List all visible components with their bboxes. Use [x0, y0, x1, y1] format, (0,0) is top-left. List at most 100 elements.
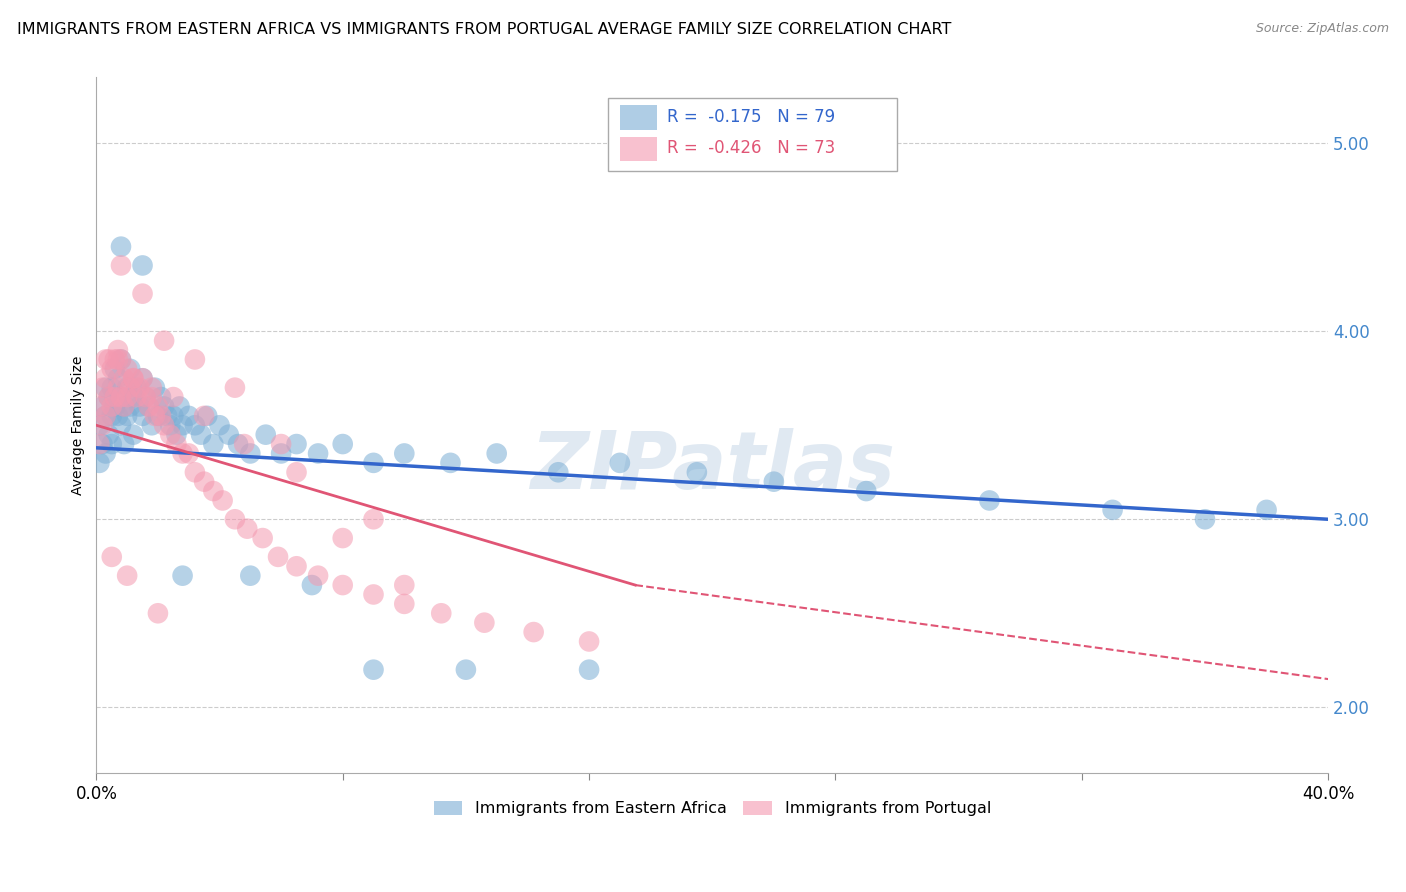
Point: [153, 400, 176, 414]
Point: [485, 446, 508, 460]
Point: [190, 427, 212, 442]
Point: [94, 371, 117, 385]
Point: [89, 400, 111, 414]
Point: [1194, 512, 1216, 526]
Point: [547, 465, 569, 479]
Text: R =  -0.426   N = 73: R = -0.426 N = 73: [666, 139, 835, 157]
Point: [91, 437, 114, 451]
Point: [122, 427, 145, 442]
Point: [97, 390, 120, 404]
Point: [138, 400, 160, 414]
Point: [112, 371, 135, 385]
Point: [285, 465, 308, 479]
Point: [150, 390, 173, 404]
Point: [224, 381, 246, 395]
Point: [236, 522, 259, 536]
Point: [1256, 503, 1278, 517]
Point: [184, 418, 207, 433]
Point: [89, 437, 111, 451]
Point: [100, 437, 122, 451]
Point: [135, 390, 157, 404]
Point: [115, 362, 138, 376]
Point: [122, 371, 145, 385]
Point: [159, 418, 181, 433]
Y-axis label: Average Family Size: Average Family Size: [72, 356, 86, 495]
Point: [239, 446, 262, 460]
Point: [162, 409, 184, 423]
Point: [224, 512, 246, 526]
Point: [107, 371, 129, 385]
Point: [146, 607, 169, 621]
Point: [979, 493, 1001, 508]
Point: [1101, 503, 1123, 517]
Point: [394, 446, 416, 460]
Point: [97, 352, 120, 367]
Point: [94, 409, 117, 423]
Point: [115, 381, 138, 395]
Point: [122, 371, 145, 385]
Point: [226, 437, 249, 451]
Point: [162, 390, 184, 404]
Point: [91, 418, 114, 433]
Point: [128, 381, 150, 395]
Point: [120, 400, 142, 414]
Point: [430, 607, 453, 621]
Point: [363, 587, 385, 601]
Point: [146, 400, 169, 414]
Point: [439, 456, 461, 470]
Point: [120, 362, 142, 376]
Point: [578, 634, 600, 648]
Point: [474, 615, 496, 630]
Point: [686, 465, 709, 479]
Point: [125, 390, 148, 404]
Point: [138, 400, 160, 414]
Point: [177, 409, 200, 423]
Point: [169, 400, 191, 414]
Point: [143, 381, 166, 395]
Point: [578, 663, 600, 677]
Point: [110, 352, 132, 367]
Point: [131, 259, 153, 273]
Point: [94, 381, 117, 395]
Point: [239, 568, 262, 582]
Point: [131, 371, 153, 385]
Point: [267, 549, 290, 564]
Point: [202, 437, 225, 451]
Point: [609, 456, 631, 470]
Point: [855, 484, 877, 499]
Point: [143, 409, 166, 423]
Point: [141, 390, 163, 404]
Point: [100, 400, 122, 414]
Point: [131, 371, 153, 385]
Point: [233, 437, 256, 451]
Point: [115, 390, 138, 404]
Point: [394, 578, 416, 592]
Text: IMMIGRANTS FROM EASTERN AFRICA VS IMMIGRANTS FROM PORTUGAL AVERAGE FAMILY SIZE C: IMMIGRANTS FROM EASTERN AFRICA VS IMMIGR…: [17, 22, 952, 37]
Point: [94, 409, 117, 423]
Point: [107, 409, 129, 423]
Point: [146, 409, 169, 423]
Point: [112, 400, 135, 414]
Point: [89, 418, 111, 433]
Point: [135, 390, 157, 404]
Point: [100, 381, 122, 395]
Point: [153, 334, 176, 348]
Point: [120, 381, 142, 395]
Point: [270, 446, 292, 460]
Point: [202, 484, 225, 499]
Point: [270, 437, 292, 451]
Point: [110, 352, 132, 367]
Point: [104, 390, 127, 404]
Point: [97, 427, 120, 442]
Point: [211, 493, 233, 508]
FancyBboxPatch shape: [620, 136, 657, 161]
Point: [122, 390, 145, 404]
Point: [97, 390, 120, 404]
Point: [285, 559, 308, 574]
Point: [107, 352, 129, 367]
Point: [104, 352, 127, 367]
Point: [193, 409, 215, 423]
Point: [195, 409, 218, 423]
Point: [100, 362, 122, 376]
Point: [218, 427, 240, 442]
